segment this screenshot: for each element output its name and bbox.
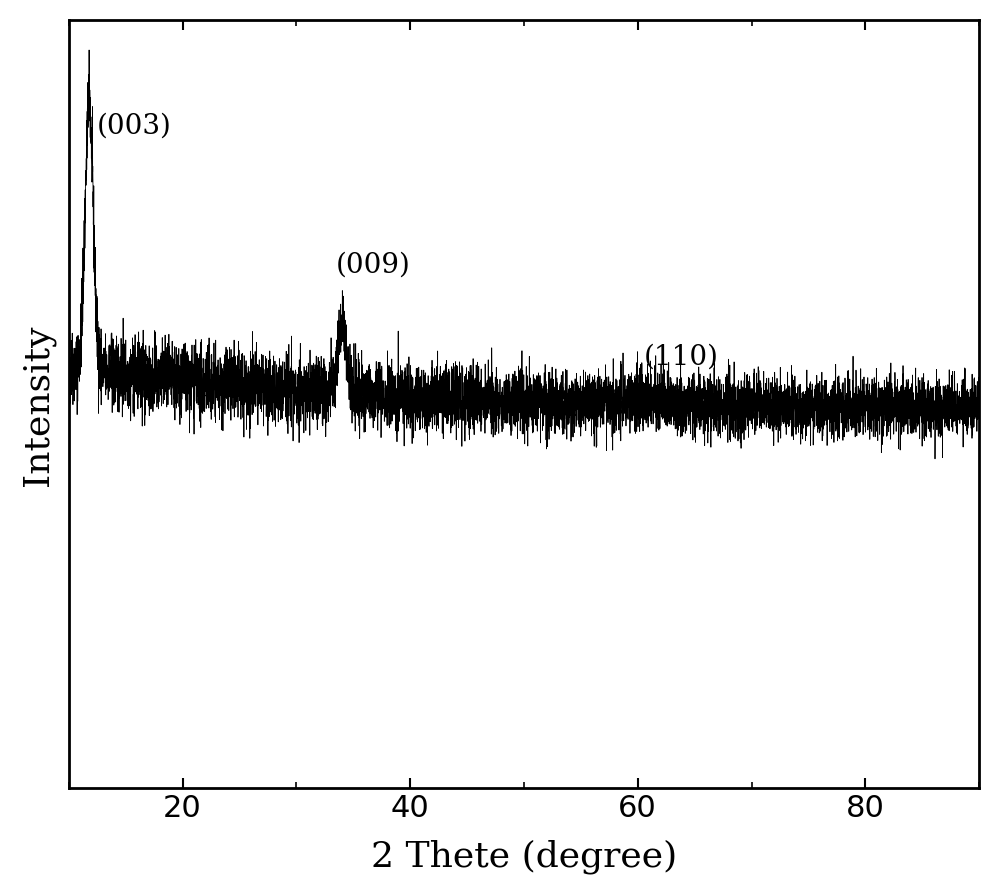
Text: (110): (110) [643,343,718,370]
Y-axis label: Intensity: Intensity [21,324,55,485]
X-axis label: 2 Thete (degree): 2 Thete (degree) [371,839,677,873]
Text: (009): (009) [336,251,411,278]
Text: (003): (003) [97,113,172,139]
